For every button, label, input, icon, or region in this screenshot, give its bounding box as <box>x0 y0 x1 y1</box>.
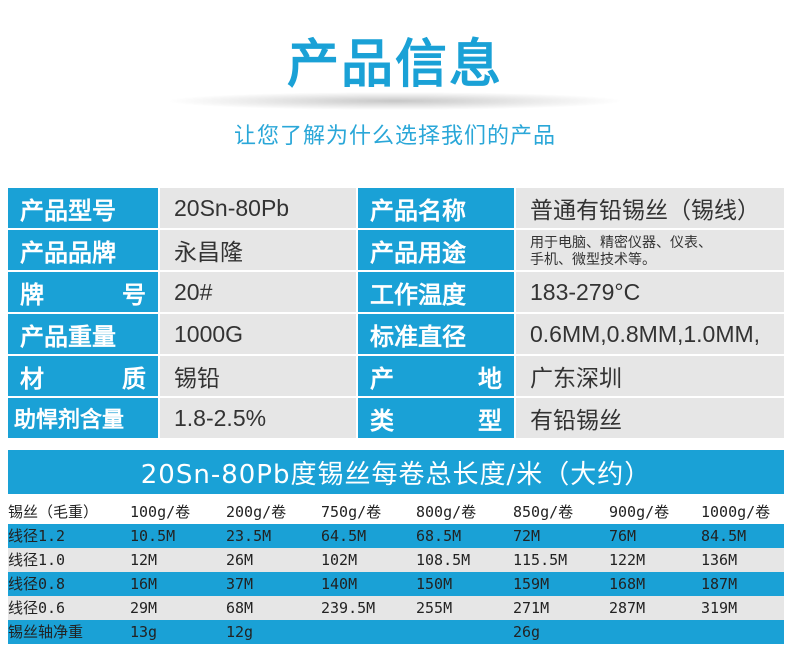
value-grade: 20# <box>160 272 356 312</box>
table-cell: 13g <box>130 623 158 641</box>
table-cell: 10.5M <box>130 527 176 545</box>
length-table-header: 锡丝（毛重） 100g/卷 200g/卷 750g/卷 800g/卷 850g/… <box>8 500 784 524</box>
table-cell: 锡丝轴净重 <box>8 623 84 641</box>
table-cell: 150M <box>416 575 453 593</box>
table-cell: 线径0.6 <box>8 599 66 617</box>
table-cell: 线径1.2 <box>8 527 66 545</box>
table-cell: 68M <box>226 599 254 617</box>
info-row-grade: 牌 号 20# 工作温度 183-279°C <box>8 272 784 312</box>
value-product-name: 普通有铅锡丝（锡线） <box>516 188 784 228</box>
label-weight: 产品重量 <box>8 314 158 354</box>
table-row: 锡丝轴净重 13g 12g 26g <box>8 620 784 644</box>
page-subtitle: 让您了解为什么选择我们的产品 <box>233 124 556 149</box>
label-working-temperature: 工作温度 <box>358 272 514 312</box>
label-material-part1: 材 <box>20 363 44 393</box>
label-grade: 牌 号 <box>8 272 158 312</box>
table-cell: 187M <box>701 575 738 593</box>
label-origin-part2: 地 <box>478 363 502 393</box>
table-cell: 287M <box>609 599 646 617</box>
table-cell: 271M <box>513 599 550 617</box>
table-row: 线径1.0 12M 26M 102M 108.5M 115.5M 122M 13… <box>8 548 784 572</box>
table-row: 线径0.6 29M 68M 239.5M 255M 271M 287M 319M <box>8 596 784 620</box>
title-shadow-divider <box>170 92 620 110</box>
table-cell: 线径1.0 <box>8 551 66 569</box>
header-cell: 100g/卷 <box>130 503 191 521</box>
value-usage-line2: 手机、微型技术等。 <box>530 251 656 267</box>
table-cell: 108.5M <box>416 551 471 569</box>
header-cell: 750g/卷 <box>321 503 382 521</box>
table-cell: 16M <box>130 575 158 593</box>
value-weight: 1000G <box>160 314 356 354</box>
table-cell: 159M <box>513 575 550 593</box>
table-cell: 12g <box>226 623 254 641</box>
table-cell: 136M <box>701 551 738 569</box>
table-cell: 26g <box>513 623 541 641</box>
header-cell: 锡丝（毛重） <box>8 503 99 521</box>
value-usage-line1: 用于电脑、精密仪器、仪表、 <box>530 234 712 250</box>
page-title: 产品信息 <box>286 35 503 95</box>
label-origin: 产 地 <box>358 356 514 396</box>
label-type-part2: 型 <box>478 405 502 435</box>
table-cell: 239.5M <box>321 599 376 617</box>
table-cell: 168M <box>609 575 646 593</box>
table-cell: 72M <box>513 527 541 545</box>
info-row-material: 材 质 锡铅 产 地 广东深圳 <box>8 356 784 396</box>
info-row-model: 产品型号 20Sn-80Pb 产品名称 普通有铅锡丝（锡线） <box>8 188 784 228</box>
header-cell: 1000g/卷 <box>701 503 771 521</box>
table-cell: 12M <box>130 551 158 569</box>
table-cell: 23.5M <box>226 527 272 545</box>
value-flux-content: 1.8-2.5% <box>160 398 356 438</box>
value-type: 有铅锡丝 <box>516 398 784 438</box>
label-origin-part1: 产 <box>370 363 394 393</box>
table-cell: 122M <box>609 551 646 569</box>
length-table-title: 20Sn-80Pb度锡丝每卷总长度/米（大约） <box>8 450 784 494</box>
table-cell: 140M <box>321 575 358 593</box>
label-grade-part1: 牌 <box>20 279 44 309</box>
info-row-brand: 产品品牌 永昌隆 产品用途 用于电脑、精密仪器、仪表、 手机、微型技术等。 <box>8 230 784 270</box>
label-brand: 产品品牌 <box>8 230 158 270</box>
table-cell: 84.5M <box>701 527 747 545</box>
label-flux-content: 助悍剂含量 <box>8 398 158 438</box>
label-type-part1: 类 <box>370 405 394 435</box>
value-material: 锡铅 <box>160 356 356 396</box>
label-material: 材 质 <box>8 356 158 396</box>
table-cell: 37M <box>226 575 254 593</box>
info-row-weight: 产品重量 1000G 标准直径 0.6MM,0.8MM,1.0MM, <box>8 314 784 354</box>
label-usage: 产品用途 <box>358 230 514 270</box>
label-material-part2: 质 <box>122 363 146 393</box>
table-cell: 319M <box>701 599 738 617</box>
table-cell: 76M <box>609 527 637 545</box>
table-cell: 29M <box>130 599 158 617</box>
value-model: 20Sn-80Pb <box>160 188 356 228</box>
value-brand: 永昌隆 <box>160 230 356 270</box>
table-cell: 115.5M <box>513 551 568 569</box>
label-product-name: 产品名称 <box>358 188 514 228</box>
table-cell: 26M <box>226 551 254 569</box>
value-usage: 用于电脑、精密仪器、仪表、 手机、微型技术等。 <box>516 230 784 270</box>
table-cell: 255M <box>416 599 453 617</box>
table-cell: 线径0.8 <box>8 575 66 593</box>
value-working-temperature: 183-279°C <box>516 272 784 312</box>
table-cell: 64.5M <box>321 527 367 545</box>
value-origin: 广东深圳 <box>516 356 784 396</box>
table-row: 线径1.2 10.5M 23.5M 64.5M 68.5M 72M 76M 84… <box>8 524 784 548</box>
table-cell: 102M <box>321 551 358 569</box>
table-cell: 68.5M <box>416 527 462 545</box>
label-diameter: 标准直径 <box>358 314 514 354</box>
header-cell: 200g/卷 <box>226 503 287 521</box>
table-row: 线径0.8 16M 37M 140M 150M 159M 168M 187M <box>8 572 784 596</box>
header-cell: 900g/卷 <box>609 503 670 521</box>
header-cell: 850g/卷 <box>513 503 574 521</box>
label-model: 产品型号 <box>8 188 158 228</box>
info-row-flux: 助悍剂含量 1.8-2.5% 类 型 有铅锡丝 <box>8 398 784 438</box>
header-cell: 800g/卷 <box>416 503 477 521</box>
value-diameter: 0.6MM,0.8MM,1.0MM, <box>516 314 784 354</box>
label-grade-part2: 号 <box>122 279 146 309</box>
label-type: 类 型 <box>358 398 514 438</box>
